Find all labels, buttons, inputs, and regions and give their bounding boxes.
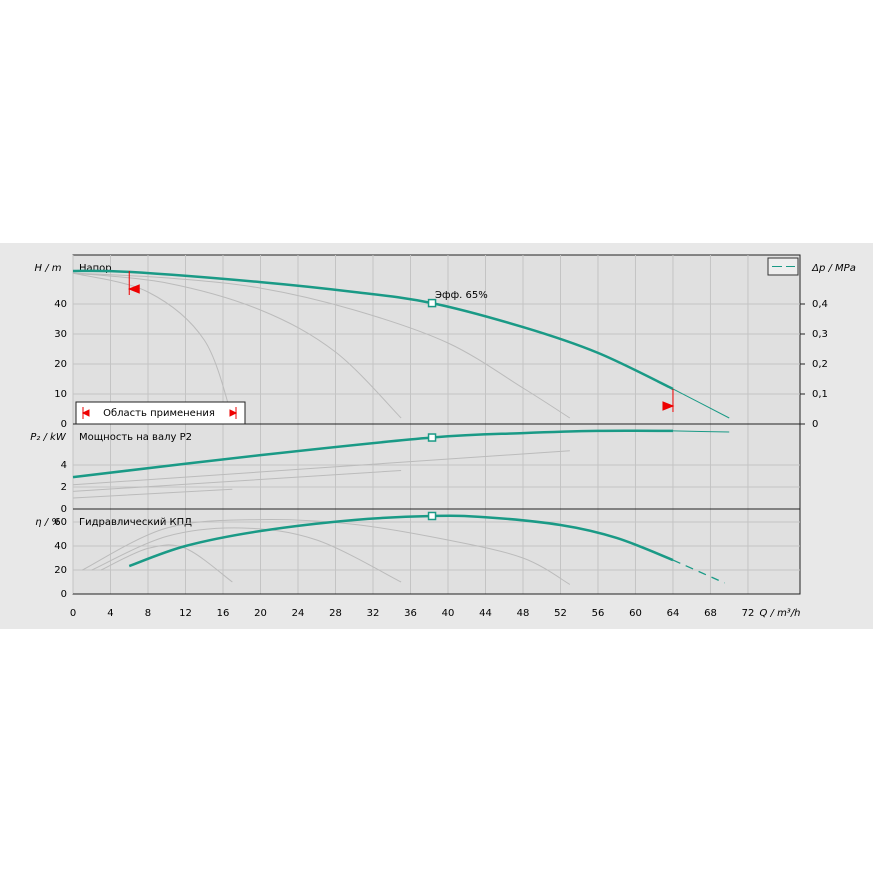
y2-tick-label: 0,2: [812, 359, 828, 370]
x-tick-label: 8: [145, 608, 151, 619]
x-tick-label: 20: [254, 608, 267, 619]
range-box: [75, 401, 246, 425]
x-tick-label: 16: [217, 608, 230, 619]
x-tick-label: 4: [107, 608, 113, 619]
x-tick-label: 68: [704, 608, 717, 619]
curve: [72, 272, 233, 419]
y-tick-label: 2: [61, 482, 67, 493]
x-tick-label: 44: [479, 608, 492, 619]
panel-title: Напор: [79, 263, 112, 274]
curve: [100, 544, 233, 583]
range-limit: [662, 388, 675, 412]
y-tick-label: 20: [54, 565, 67, 576]
y-axis-label: H / m: [35, 263, 62, 274]
y-axis-label: P₂ / kW: [30, 432, 67, 443]
x-tick-label: 60: [629, 608, 642, 619]
curve: [672, 559, 725, 584]
x-tick-label: 72: [742, 608, 755, 619]
y2-tick-label: 0,3: [812, 329, 828, 340]
y-tick-label: 4: [61, 460, 67, 471]
range-arrows: [81, 407, 238, 419]
range-label: Область применения: [103, 408, 215, 419]
y2-tick-label: 0,1: [812, 389, 828, 400]
curve: [72, 488, 233, 499]
x-tick-label: 28: [329, 608, 342, 619]
legend-box: [767, 257, 799, 276]
curve: [672, 430, 730, 433]
x-tick-label: 56: [592, 608, 605, 619]
y-tick-label: 40: [54, 299, 67, 310]
y-axis-label: η / %: [35, 517, 61, 528]
y-tick-label: 20: [54, 359, 67, 370]
x-tick-label: 24: [292, 608, 305, 619]
x-tick-label: 32: [367, 608, 380, 619]
y2-tick-label: 0,4: [812, 299, 828, 310]
x-tick-label: 12: [179, 608, 192, 619]
operating-point: [427, 511, 437, 521]
x-tick-label: 52: [554, 608, 567, 619]
curve: [91, 527, 402, 583]
curve: [72, 269, 674, 391]
y2-tick-label: 0: [812, 419, 818, 430]
y-tick-label: 0: [61, 589, 67, 600]
x-tick-label: 48: [517, 608, 530, 619]
x-tick-label: 0: [70, 608, 76, 619]
operating-point: [427, 433, 437, 442]
y2-axis-label: Δp / MPa: [811, 263, 856, 274]
x-tick-label: 40: [442, 608, 455, 619]
curve: [72, 272, 402, 419]
curve: [72, 450, 570, 486]
range-limit: [127, 270, 140, 295]
x-tick-label: 64: [667, 608, 680, 619]
y-tick-label: 30: [54, 329, 67, 340]
y-tick-label: 40: [54, 541, 67, 552]
panel-title: Гидравлический КПД: [79, 517, 192, 528]
curve: [72, 272, 571, 419]
y-tick-label: 0: [61, 419, 67, 430]
x-axis-label: Q / m³/h: [759, 608, 800, 619]
curve: [72, 470, 402, 492]
curve: [672, 388, 730, 419]
x-tick-label: 36: [404, 608, 417, 619]
curve: [82, 518, 571, 585]
annotation: Эфф. 65%: [435, 290, 488, 301]
y-tick-label: 0: [61, 504, 67, 515]
y-tick-label: 10: [54, 389, 67, 400]
operating-point: [427, 298, 437, 308]
y-tick-label: 60: [54, 517, 67, 528]
panel-title: Мощность на валу P2: [79, 432, 192, 443]
